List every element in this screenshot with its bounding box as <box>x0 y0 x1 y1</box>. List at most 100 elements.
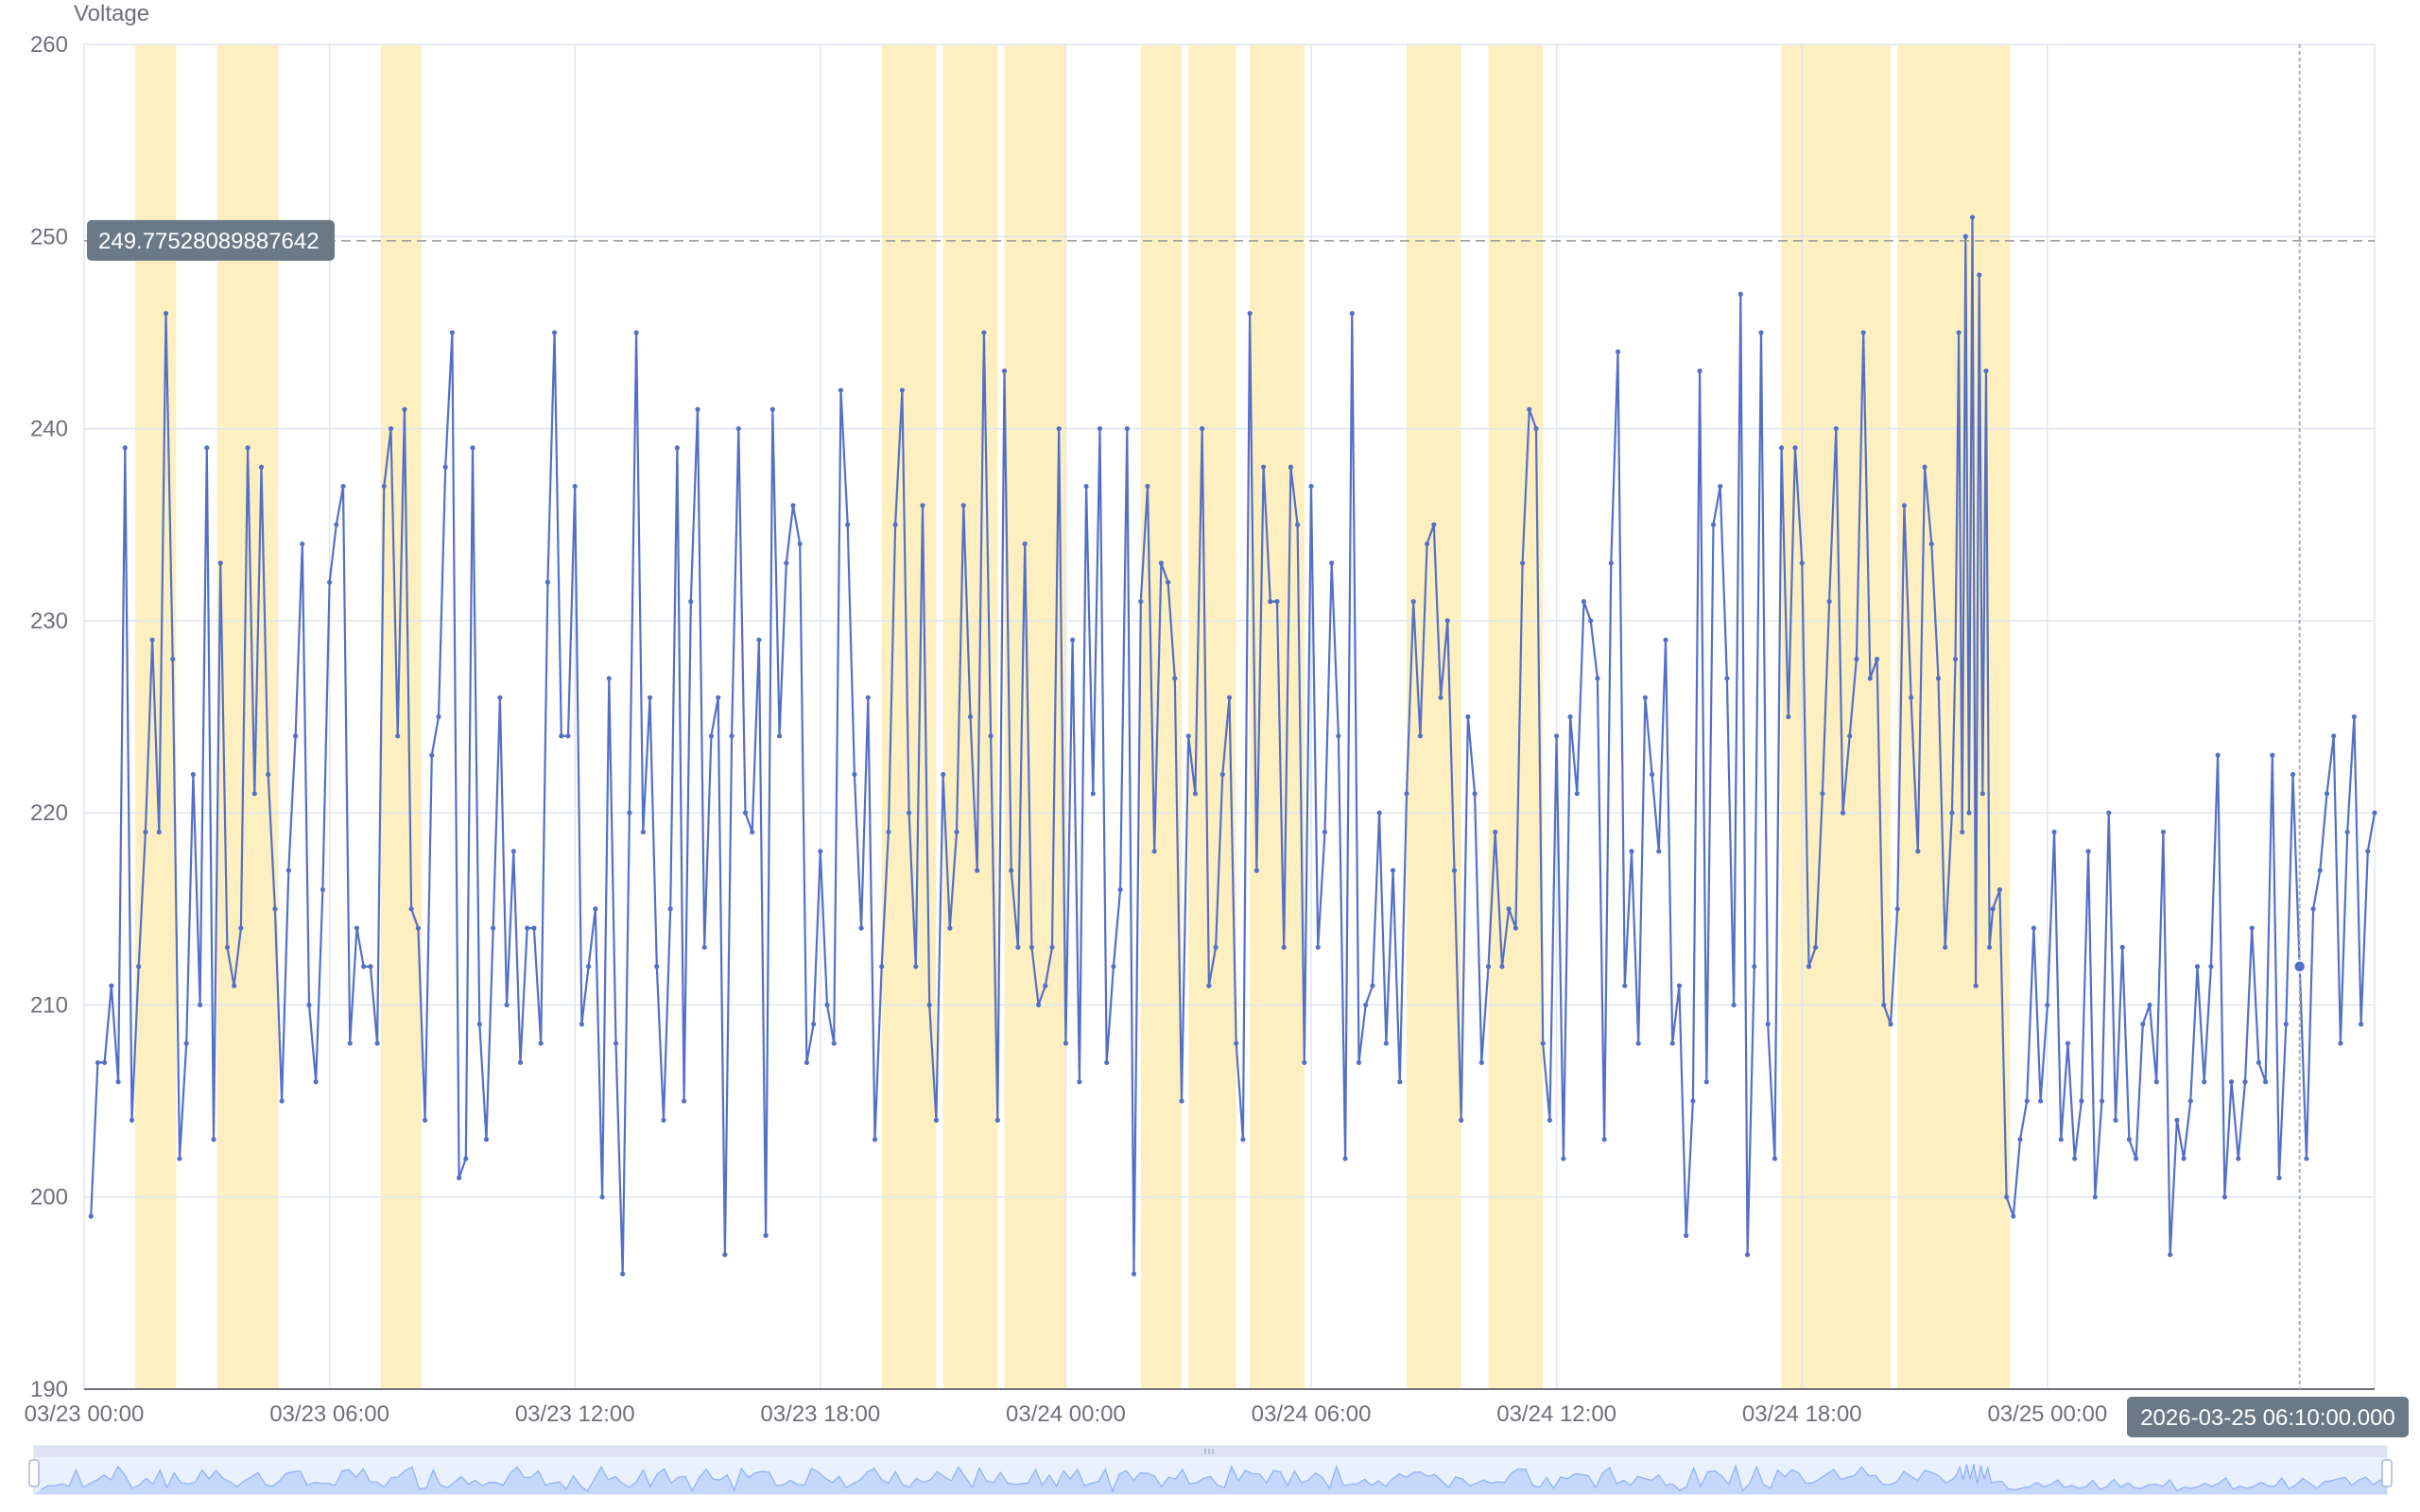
data-point[interactable] <box>1404 791 1409 797</box>
data-point[interactable] <box>2126 1137 2132 1143</box>
data-point[interactable] <box>1451 868 1458 873</box>
data-point[interactable] <box>149 637 155 643</box>
data-point[interactable] <box>2099 1098 2105 1104</box>
data-point[interactable] <box>2079 1098 2084 1104</box>
data-point[interactable] <box>1383 1040 1389 1046</box>
data-point[interactable] <box>1390 868 1396 873</box>
data-point[interactable] <box>1909 695 1914 700</box>
data-point[interactable] <box>1049 944 1055 951</box>
data-point[interactable] <box>1949 810 1955 816</box>
data-point[interactable] <box>695 406 700 412</box>
data-point[interactable] <box>1901 503 1908 508</box>
data-point[interactable] <box>463 1156 469 1161</box>
data-point[interactable] <box>1952 656 1959 662</box>
data-point[interactable] <box>2119 944 2125 951</box>
data-point[interactable] <box>531 925 537 931</box>
data-point[interactable] <box>1519 560 1526 566</box>
data-point[interactable] <box>858 925 864 931</box>
data-point[interactable] <box>2051 829 2057 835</box>
data-point[interactable] <box>1206 983 1212 988</box>
data-point[interactable] <box>1690 1098 1696 1104</box>
data-point[interactable] <box>1737 291 1743 297</box>
data-point[interactable] <box>1070 637 1076 643</box>
data-point[interactable] <box>1308 483 1314 490</box>
data-point[interactable] <box>1888 1022 1893 1027</box>
data-point[interactable] <box>2236 1156 2241 1161</box>
data-point[interactable] <box>1792 445 1798 451</box>
data-point[interactable] <box>960 503 966 508</box>
data-point[interactable] <box>593 906 598 912</box>
data-point[interactable] <box>620 1271 626 1277</box>
data-point[interactable] <box>1022 541 1028 547</box>
data-point[interactable] <box>1165 579 1171 585</box>
data-point[interactable] <box>1410 598 1416 605</box>
data-point[interactable] <box>177 1156 182 1161</box>
data-point[interactable] <box>1635 1040 1641 1046</box>
data-point[interactable] <box>1608 560 1614 566</box>
data-point[interactable] <box>1956 330 1962 335</box>
slider-move-bar[interactable] <box>34 1446 2387 1457</box>
data-point[interactable] <box>1847 733 1853 739</box>
data-point[interactable] <box>865 695 871 700</box>
data-point[interactable] <box>1397 1079 1403 1085</box>
data-point[interactable] <box>2344 829 2350 835</box>
data-point[interactable] <box>1077 1079 1082 1085</box>
data-point[interactable] <box>1329 560 1335 566</box>
data-point[interactable] <box>1979 791 1985 797</box>
data-point[interactable] <box>251 791 257 797</box>
data-point[interactable] <box>1268 598 1273 605</box>
data-point[interactable] <box>729 733 735 739</box>
data-point[interactable] <box>1465 713 1471 720</box>
data-point[interactable] <box>1213 944 1219 951</box>
data-point[interactable] <box>1145 483 1150 490</box>
data-point[interactable] <box>2365 849 2371 854</box>
data-point[interactable] <box>906 810 912 816</box>
data-point[interactable] <box>163 311 169 317</box>
data-point[interactable] <box>109 983 114 988</box>
data-point[interactable] <box>2092 1194 2098 1200</box>
data-point[interactable] <box>1650 771 1655 778</box>
data-point[interactable] <box>347 1040 353 1046</box>
data-point[interactable] <box>1097 425 1103 432</box>
data-point[interactable] <box>1533 425 1539 432</box>
data-point[interactable] <box>1854 656 1859 662</box>
data-point[interactable] <box>1799 560 1805 566</box>
data-point[interactable] <box>449 330 456 335</box>
data-point[interactable] <box>1779 445 1785 451</box>
data-point[interactable] <box>1601 1137 1607 1143</box>
data-point[interactable] <box>879 964 885 970</box>
data-point[interactable] <box>1540 1040 1546 1046</box>
data-point[interactable] <box>2283 1022 2289 1027</box>
data-point[interactable] <box>2351 713 2357 720</box>
data-point[interactable] <box>2263 1079 2269 1085</box>
data-point[interactable] <box>442 464 448 470</box>
data-point[interactable] <box>975 868 980 873</box>
data-point[interactable] <box>1977 272 1982 278</box>
data-point[interactable] <box>483 1137 490 1143</box>
data-point[interactable] <box>1983 368 1989 374</box>
data-point[interactable] <box>1860 330 1866 335</box>
data-point[interactable] <box>1151 849 1157 854</box>
data-point[interactable] <box>926 1002 932 1008</box>
data-point[interactable] <box>1960 829 1965 835</box>
data-point[interactable] <box>183 1040 189 1046</box>
data-point[interactable] <box>845 522 851 527</box>
data-point[interactable] <box>2038 1098 2044 1104</box>
data-point[interactable] <box>1731 1002 1737 1008</box>
data-point[interactable] <box>769 406 775 412</box>
data-point[interactable] <box>838 387 844 393</box>
data-point[interactable] <box>197 1002 203 1008</box>
data-point[interactable] <box>1117 886 1123 893</box>
data-point[interactable] <box>2202 1079 2207 1085</box>
data-point[interactable] <box>1219 771 1225 778</box>
data-point[interactable] <box>1478 1059 1484 1066</box>
data-point[interactable] <box>429 752 435 758</box>
data-point[interactable] <box>1472 791 1478 797</box>
data-point[interactable] <box>1356 1059 1362 1066</box>
data-point[interactable] <box>913 964 919 970</box>
data-point[interactable] <box>1718 483 1723 490</box>
data-point[interactable] <box>95 1059 101 1066</box>
data-point[interactable] <box>2031 925 2037 931</box>
data-point[interactable] <box>797 541 803 547</box>
data-point[interactable] <box>831 1040 837 1046</box>
